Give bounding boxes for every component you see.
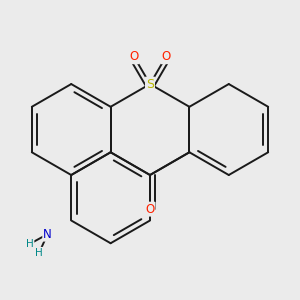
Text: H: H bbox=[26, 239, 34, 249]
Text: O: O bbox=[146, 202, 154, 216]
Text: O: O bbox=[161, 50, 170, 63]
Text: N: N bbox=[43, 228, 52, 241]
Text: S: S bbox=[146, 78, 154, 91]
Text: O: O bbox=[130, 50, 139, 63]
Text: H: H bbox=[35, 248, 43, 258]
